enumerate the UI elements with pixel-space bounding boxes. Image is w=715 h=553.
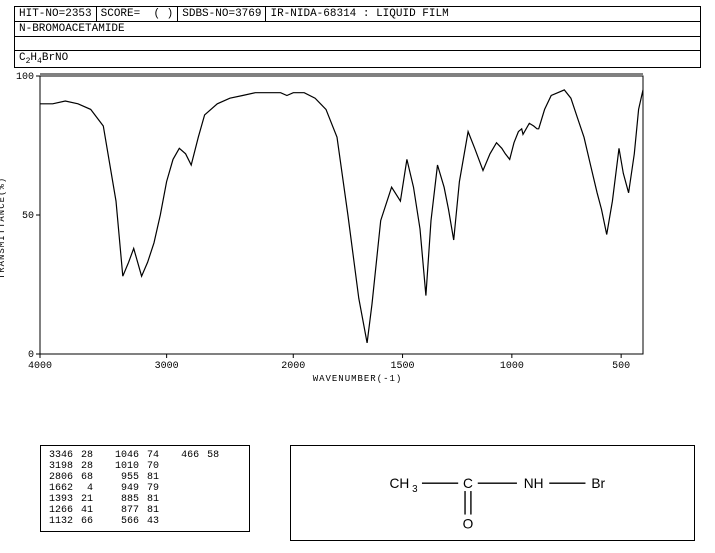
svg-text:100: 100 [16, 72, 34, 83]
x-axis-label: WAVENUMBER(-1) [0, 374, 715, 384]
sdbs-value: 3769 [235, 8, 261, 20]
svg-text:NH: NH [524, 476, 544, 491]
compound-name-row: N-BROMOACETAMIDE [14, 22, 701, 37]
molecular-formula: C2H4BrNO [19, 52, 68, 64]
svg-text:C: C [463, 476, 473, 491]
svg-text:O: O [463, 516, 474, 531]
y-axis-label: TRANSMITTANCE(%) [0, 177, 7, 279]
score-label: SCORE= [101, 8, 141, 20]
svg-text:0: 0 [28, 350, 34, 361]
table-row: 1662494979 [49, 483, 241, 494]
svg-text:Br: Br [591, 476, 605, 491]
table-row: 28066895581 [49, 472, 241, 483]
spectrum-chart-wrap: TRANSMITTANCE(%) 0 50 100 4000 3000 2000 1500 1… [0, 72, 715, 384]
sdbs-cell: SDBS-NO=3769 [178, 7, 266, 21]
svg-text:1500: 1500 [391, 361, 415, 372]
table-row: 12664187781 [49, 505, 241, 516]
sdbs-label: SDBS-NO= [182, 8, 235, 20]
ir-label: IR-NIDA-68314 : LIQUID FILM [270, 8, 448, 20]
svg-text:3000: 3000 [155, 361, 179, 372]
compound-name: N-BROMOACETAMIDE [19, 23, 125, 35]
score-cell: SCORE= ( ) [97, 7, 179, 21]
svg-text:500: 500 [612, 361, 630, 372]
structure-diagram: CH3 C NH Br O [290, 445, 695, 541]
table-row: 33462810467446658 [49, 450, 241, 461]
ir-cell: IR-NIDA-68314 : LIQUID FILM [266, 7, 700, 21]
svg-text:3: 3 [412, 484, 418, 495]
blank-row [14, 37, 701, 51]
hit-no-value: 2353 [65, 8, 91, 20]
score-value: ( ) [153, 8, 173, 20]
spectrum-chart: 0 50 100 4000 3000 2000 1500 1000 500 [0, 72, 655, 372]
svg-text:1000: 1000 [500, 361, 524, 372]
table-row: 13932188581 [49, 494, 241, 505]
svg-text:4000: 4000 [28, 361, 52, 372]
table-row: 11326656643 [49, 516, 241, 527]
hit-no-label: HIT-NO= [19, 8, 65, 20]
svg-text:50: 50 [22, 211, 34, 222]
table-row: 319828101070 [49, 461, 241, 472]
bottom-row: 33462810467446658319828101070 2806689558… [40, 445, 695, 541]
formula-row: C2H4BrNO [14, 51, 701, 68]
header-row: HIT-NO=2353 SCORE= ( ) SDBS-NO=3769 IR-N… [14, 6, 701, 22]
peak-table: 33462810467446658319828101070 2806689558… [40, 445, 250, 532]
svg-text:CH: CH [390, 476, 410, 491]
svg-text:2000: 2000 [281, 361, 305, 372]
hit-no-cell: HIT-NO=2353 [15, 7, 97, 21]
